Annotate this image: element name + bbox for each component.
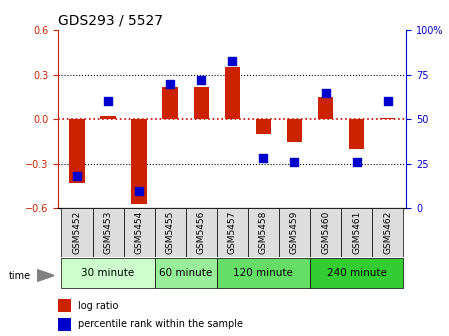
FancyBboxPatch shape [186, 208, 217, 257]
Text: GSM5462: GSM5462 [383, 211, 392, 254]
Text: GDS293 / 5527: GDS293 / 5527 [58, 14, 163, 28]
Text: percentile rank within the sample: percentile rank within the sample [78, 319, 242, 329]
Bar [224, 67, 240, 119]
FancyBboxPatch shape [279, 208, 310, 257]
Point [322, 90, 329, 95]
Text: GSM5460: GSM5460 [321, 211, 330, 254]
FancyBboxPatch shape [310, 258, 403, 288]
Bar [58, 318, 70, 331]
Text: GSM5453: GSM5453 [104, 211, 113, 254]
Bar [58, 299, 70, 312]
Text: 60 minute: 60 minute [159, 268, 212, 278]
Text: GSM5459: GSM5459 [290, 211, 299, 254]
Bar [132, 119, 147, 204]
Text: GSM5452: GSM5452 [72, 211, 82, 254]
FancyBboxPatch shape [217, 208, 248, 257]
Point [384, 99, 391, 104]
FancyBboxPatch shape [310, 208, 341, 257]
Bar [194, 87, 209, 119]
Point [229, 58, 236, 63]
Polygon shape [37, 269, 54, 282]
Point [105, 99, 112, 104]
FancyBboxPatch shape [123, 208, 155, 257]
Text: GSM5455: GSM5455 [166, 211, 175, 254]
Bar [163, 87, 178, 119]
Text: 120 minute: 120 minute [233, 268, 293, 278]
Bar [287, 119, 302, 141]
Point [260, 156, 267, 161]
Bar [255, 119, 271, 134]
Text: 30 minute: 30 minute [81, 268, 135, 278]
FancyBboxPatch shape [155, 208, 186, 257]
FancyBboxPatch shape [62, 258, 155, 288]
FancyBboxPatch shape [155, 258, 217, 288]
Text: GSM5458: GSM5458 [259, 211, 268, 254]
FancyBboxPatch shape [92, 208, 123, 257]
FancyBboxPatch shape [62, 208, 92, 257]
FancyBboxPatch shape [248, 208, 279, 257]
Text: GSM5454: GSM5454 [135, 211, 144, 254]
Bar [100, 116, 116, 119]
Text: GSM5457: GSM5457 [228, 211, 237, 254]
Bar [69, 119, 85, 183]
Bar [380, 118, 396, 119]
Text: GSM5461: GSM5461 [352, 211, 361, 254]
Text: GSM5456: GSM5456 [197, 211, 206, 254]
FancyBboxPatch shape [217, 258, 310, 288]
Text: 240 minute: 240 minute [327, 268, 387, 278]
Point [198, 77, 205, 83]
Point [74, 174, 81, 179]
Point [136, 188, 143, 193]
Bar [349, 119, 365, 149]
Point [353, 159, 360, 165]
FancyBboxPatch shape [372, 208, 403, 257]
Point [291, 159, 298, 165]
Bar [318, 97, 333, 119]
Text: time: time [9, 271, 31, 281]
FancyBboxPatch shape [341, 208, 372, 257]
Text: log ratio: log ratio [78, 301, 118, 311]
Point [167, 81, 174, 86]
